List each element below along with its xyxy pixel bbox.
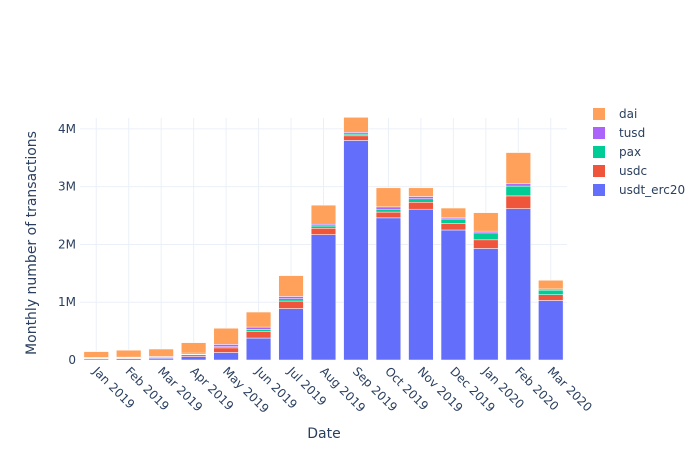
- bar-segment-usdc: [246, 332, 271, 338]
- y-axis-title: Monthly number of transactions: [24, 131, 40, 355]
- bar-segment-usdt_erc20: [246, 338, 271, 360]
- bar-segment-tusd: [409, 196, 434, 198]
- legend-swatch: [593, 127, 605, 139]
- legend-item-usdc[interactable]: usdc: [593, 164, 647, 178]
- legend: dai tusd pax usdc usdt_erc20: [593, 107, 685, 197]
- bar-segment-tusd: [344, 132, 369, 134]
- bar-segment-usdt_erc20: [473, 248, 498, 360]
- bar-segment-dai: [441, 208, 466, 218]
- y-tick-label: 4M: [58, 122, 76, 136]
- bar-segment-dai: [473, 213, 498, 231]
- bar-segment-usdc: [473, 240, 498, 249]
- bar-segment-dai: [181, 343, 206, 353]
- bar-segment-usdc: [311, 228, 336, 234]
- bar-segment-usdt_erc20: [376, 218, 401, 360]
- bar-segment-dai: [311, 205, 336, 224]
- x-axis-title: Date: [307, 426, 340, 442]
- bar-segment-dai: [376, 188, 401, 207]
- bar-segment-pax: [506, 186, 531, 196]
- bar-segment-pax: [311, 226, 336, 228]
- bar-segment-usdc: [409, 202, 434, 209]
- legend-item-dai[interactable]: dai: [593, 107, 637, 121]
- y-tick-label: 2M: [58, 237, 76, 251]
- legend-label: usdt_erc20: [619, 183, 685, 197]
- bar-segment-pax: [441, 219, 466, 224]
- bar-segment-usdc: [376, 212, 401, 218]
- bar-segment-usdt_erc20: [506, 209, 531, 360]
- y-axis-ticks: 0 1M 2M 3M 4M: [58, 122, 76, 367]
- bar-segment-pax: [279, 299, 304, 301]
- legend-item-pax[interactable]: pax: [593, 145, 641, 159]
- bar-segment-dai: [538, 280, 563, 289]
- bar-segment-dai: [149, 349, 174, 357]
- bar-segment-dai: [506, 153, 531, 184]
- bar-segment-tusd: [376, 207, 401, 209]
- bar-segment-tusd: [311, 224, 336, 226]
- y-tick-label: 0: [68, 353, 76, 367]
- bar-segment-tusd: [473, 231, 498, 233]
- legend-label: pax: [619, 145, 641, 159]
- bar-segment-usdt_erc20: [538, 300, 563, 360]
- bar-segment-usdc: [279, 301, 304, 309]
- bar-segment-usdt_erc20: [441, 230, 466, 360]
- bar-segment-dai: [344, 117, 369, 132]
- bar-segment-usdc: [181, 355, 206, 357]
- bar-segment-usdt_erc20: [409, 209, 434, 360]
- bar-segment-usdc: [506, 196, 531, 209]
- bar-segment-tusd: [279, 296, 304, 298]
- legend-swatch: [593, 165, 605, 177]
- legend-item-usdt_erc20[interactable]: usdt_erc20: [593, 183, 685, 197]
- bar-segment-usdt_erc20: [311, 235, 336, 360]
- bar-segment-usdc: [441, 224, 466, 230]
- bar-segment-usdt_erc20: [214, 352, 239, 360]
- bar-segment-tusd: [214, 344, 239, 346]
- bar-segment-dai: [116, 350, 141, 357]
- legend-item-tusd[interactable]: tusd: [593, 126, 645, 140]
- bar-segment-pax: [473, 233, 498, 240]
- bar-segment-usdt_erc20: [181, 357, 206, 360]
- bar-segment-usdt_erc20: [279, 309, 304, 360]
- legend-swatch: [593, 184, 605, 196]
- bar-segment-pax: [246, 329, 271, 331]
- bar-segment-usdc: [344, 136, 369, 141]
- bar-segment-pax: [409, 199, 434, 202]
- bar-segment-dai: [214, 328, 239, 344]
- legend-label: dai: [619, 107, 637, 121]
- bar-segment-usdt_erc20: [149, 358, 174, 360]
- bar-segment-pax: [376, 209, 401, 212]
- bar-segment-dai: [409, 188, 434, 197]
- bar-segment-dai: [246, 312, 271, 327]
- legend-label: usdc: [619, 164, 647, 178]
- bar-segment-pax: [538, 290, 563, 295]
- bar-segment-dai: [84, 352, 109, 358]
- bar-segment-pax: [344, 134, 369, 136]
- bar-segment-usdt_erc20: [344, 140, 369, 360]
- legend-label: tusd: [619, 126, 645, 140]
- legend-swatch: [593, 146, 605, 158]
- y-tick-label: 1M: [58, 295, 76, 309]
- bar-segment-dai: [279, 276, 304, 297]
- bar-segment-tusd: [506, 184, 531, 186]
- y-tick-label: 3M: [58, 180, 76, 194]
- bar-segment-tusd: [246, 327, 271, 329]
- bar-segment-usdc: [538, 295, 563, 301]
- bar-segment-usdc: [214, 348, 239, 353]
- legend-swatch: [593, 108, 605, 120]
